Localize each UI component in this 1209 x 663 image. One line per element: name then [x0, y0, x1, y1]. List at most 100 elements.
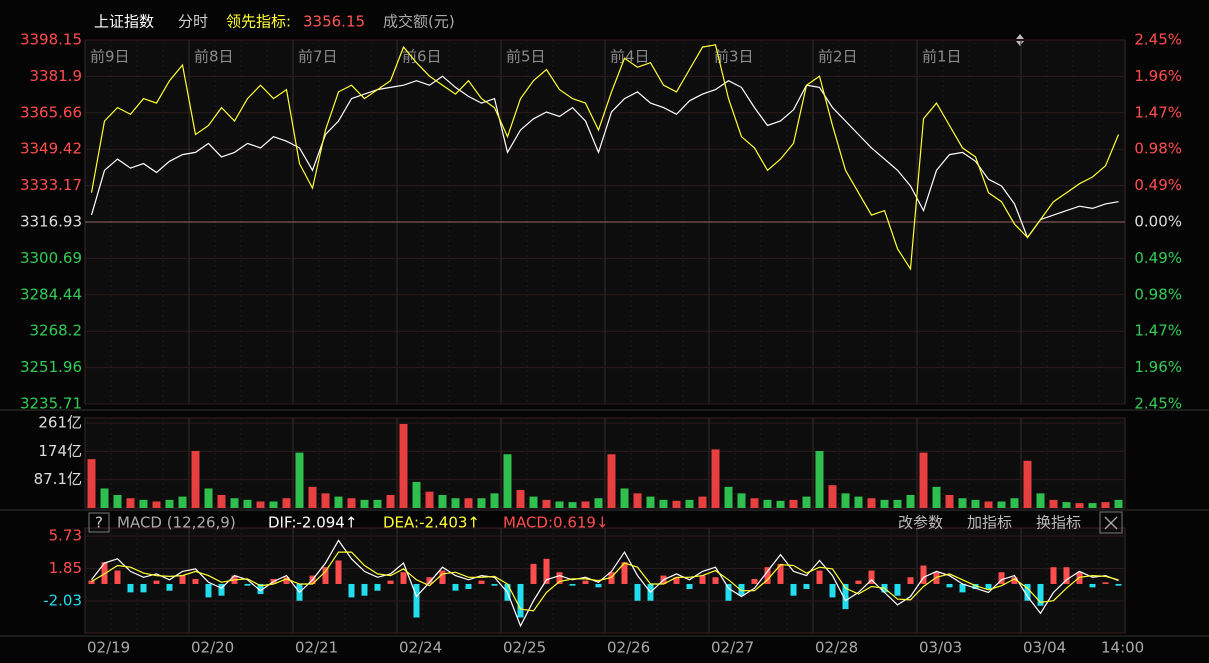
macd-bar [205, 583, 212, 598]
volume-bar [906, 494, 915, 508]
macd-bar [933, 572, 940, 584]
close-button[interactable] [1099, 511, 1123, 534]
volume-bar [1049, 499, 1058, 508]
volume-bar [490, 493, 499, 508]
resize-icon[interactable] [1016, 34, 1024, 46]
volume-bar [1114, 499, 1123, 508]
toolbar-button[interactable]: 改参数 [898, 514, 943, 532]
volume-bar [672, 500, 681, 508]
macd-bar [114, 570, 121, 584]
macd-bar [673, 577, 680, 584]
volume-bar [321, 493, 330, 508]
macd-bar [491, 583, 498, 586]
volume-bar [399, 423, 408, 508]
volume-bar [295, 452, 304, 508]
volume-bar [230, 498, 239, 508]
macd-bar [387, 580, 394, 584]
x-tick-label: 02/21 [295, 639, 338, 657]
macd-bar [322, 567, 329, 584]
volume-bar [1023, 460, 1032, 508]
y-tick-label: 3316.93 [20, 213, 82, 231]
macd-bar [465, 583, 472, 590]
x-tick-label: 02/28 [815, 639, 858, 657]
volume-bar [126, 498, 135, 508]
volume-bar [165, 499, 174, 508]
macd-bar [1063, 567, 1070, 584]
volume-bar [152, 501, 161, 508]
volume-bar [698, 496, 707, 508]
close-box[interactable] [1099, 511, 1123, 534]
macd-line [91, 551, 1119, 612]
volume-bar [841, 493, 850, 508]
macd-bar [946, 583, 953, 588]
volume-bar [711, 449, 720, 508]
macd-bar [998, 572, 1005, 584]
volume-bar [789, 499, 798, 508]
day-label: 前6日 [402, 48, 442, 66]
volume-bar [360, 499, 369, 508]
toolbar-button[interactable]: 换指标 [1036, 514, 1081, 532]
y-tick-label: 3251.96 [20, 358, 82, 376]
volume-bar [828, 485, 837, 508]
macd-bar [829, 583, 836, 598]
macd-bar [907, 577, 914, 584]
volume-bar [438, 494, 447, 508]
macd-bar [283, 577, 290, 584]
toolbar-button[interactable]: 加指标 [967, 514, 1012, 532]
volume-bar [373, 499, 382, 508]
day-label: 前7日 [298, 48, 338, 66]
volume-bar [659, 499, 668, 508]
mode[interactable]: 分时 [178, 13, 208, 31]
macd-bar [1011, 577, 1018, 584]
macd-bar [699, 575, 706, 584]
resize-arrows[interactable] [1016, 34, 1024, 46]
volume-bar [555, 501, 564, 508]
volume-bar [87, 459, 96, 508]
y-tick-label: 3300.69 [20, 249, 82, 267]
volume-bar [1088, 503, 1097, 508]
macd-bar [218, 583, 225, 596]
macd-bar [686, 583, 693, 590]
volume-bar [204, 488, 213, 508]
day-label: 前4日 [610, 48, 650, 66]
volume-bar [217, 494, 226, 508]
day-label: 前8日 [194, 48, 234, 66]
macd-bar [985, 583, 992, 590]
close-icon[interactable] [1104, 516, 1118, 530]
volume-bar [958, 498, 967, 508]
y-tick-label: 3333.17 [20, 176, 82, 194]
help-button[interactable] [88, 512, 110, 533]
help-label[interactable]: ? [95, 514, 103, 532]
y-tick-label: -2.03 [43, 591, 82, 609]
macd-bar [764, 567, 771, 584]
dea-readout: DEA:-2.403↑ [383, 514, 480, 532]
macd-bar [1024, 583, 1031, 601]
volume-bar [451, 498, 460, 508]
macd-bar [738, 583, 745, 596]
macd-bar [517, 583, 524, 618]
macd-bar [634, 583, 641, 601]
y2-tick-label: 0.98% [1134, 140, 1182, 158]
volume-bar [802, 496, 811, 508]
macd-bar [959, 583, 966, 593]
volume-bar [750, 498, 759, 508]
volume-bar [646, 496, 655, 508]
y-tick-label: 3268.2 [30, 322, 83, 340]
macd-bar [361, 583, 368, 596]
volume-bar [503, 454, 512, 508]
macd-bar [972, 583, 979, 590]
volume-bar [308, 486, 317, 508]
macd-bar [140, 583, 147, 593]
volume-bar [867, 498, 876, 508]
macd-bar [790, 583, 797, 596]
macd-bar [595, 583, 602, 588]
volume-bar [1101, 502, 1110, 508]
day-label: 前3日 [714, 48, 754, 66]
macd-bar [439, 570, 446, 584]
macd-bar [192, 578, 199, 584]
macd-bar [556, 572, 563, 584]
macd-bar [777, 563, 784, 584]
volume-bar [256, 501, 265, 508]
volume-bar [724, 486, 733, 508]
